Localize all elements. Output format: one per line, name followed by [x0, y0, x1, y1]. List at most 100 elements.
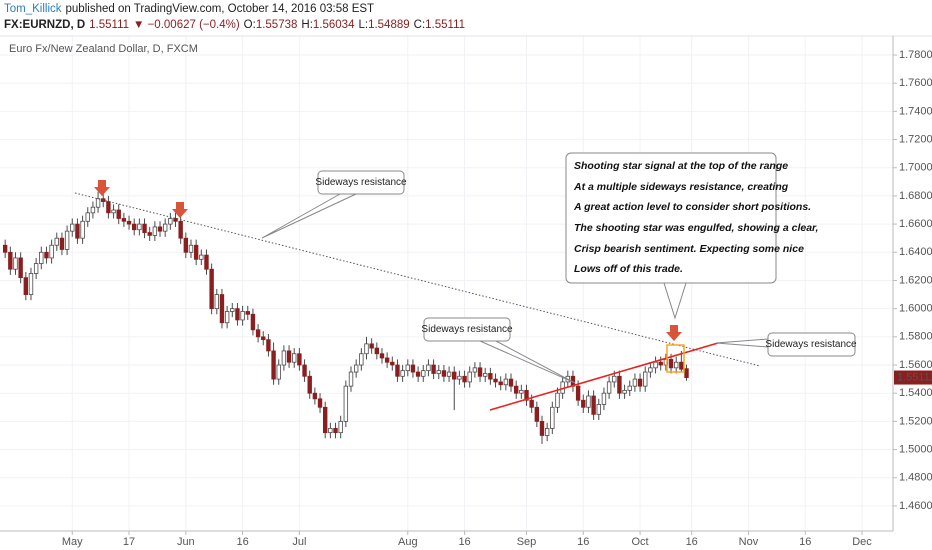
candle-body: [575, 385, 581, 401]
candle-body: [632, 378, 638, 387]
candle-body: [162, 223, 168, 232]
y-tick-label: 1.74000: [899, 105, 932, 117]
candle-body: [400, 370, 405, 377]
candle-body: [519, 389, 524, 394]
candle-body: [250, 313, 256, 331]
candle-body: [596, 404, 601, 415]
arrow: [172, 202, 188, 218]
candle-body: [64, 230, 70, 250]
author: Tom_Killick: [4, 3, 62, 15]
y-tick-label: 1.62000: [899, 274, 932, 286]
callout-pointers: [261, 193, 769, 384]
candle-body: [601, 392, 607, 405]
candle-body: [668, 358, 674, 369]
candle-body: [106, 201, 111, 214]
candle-body: [281, 350, 287, 366]
candle-body: [441, 370, 447, 377]
change: ▼ −0.00627 (−0.4%): [133, 19, 240, 31]
candle-body: [508, 378, 514, 387]
candle-body: [550, 406, 555, 429]
candle-body: [426, 364, 431, 372]
candle-body: [312, 392, 318, 400]
candle-body: [204, 254, 209, 270]
candle-body: [199, 254, 204, 260]
candle-body: [137, 223, 142, 231]
candle-body: [679, 361, 684, 370]
grid: [0, 36, 893, 531]
candle-body: [364, 343, 369, 355]
candle-body: [152, 226, 158, 236]
candle-body: [503, 378, 509, 386]
candle-body: [276, 364, 281, 380]
x-tick-label: Oct: [632, 536, 649, 548]
candle-body: [637, 378, 643, 387]
axes: 1.46000 1.48000 1.50000 1.52000 1.54000 1.560…: [62, 49, 932, 548]
candle-body: [307, 375, 312, 394]
candle-body: [395, 364, 400, 377]
y-tick-label: 1.54000: [899, 387, 932, 399]
y-tick-label: 1.58000: [899, 331, 932, 343]
candle-body: [214, 294, 219, 310]
header-line-1: Tom_Killick published on TradingView.com,…: [4, 3, 374, 15]
candle-body: [436, 370, 441, 374]
arrow-markers: [94, 180, 682, 341]
candle-body: [415, 371, 421, 377]
candle-body: [457, 375, 462, 380]
trend-line: [74, 192, 761, 367]
price-label: 1.55111: [897, 371, 932, 383]
candle-body: [674, 361, 679, 369]
candle-body: [116, 209, 121, 219]
callout-text: Sideways resistance: [315, 177, 407, 188]
x-tick-label: Dec: [852, 536, 872, 548]
candle-body: [18, 257, 23, 279]
y-tick-label: 1.56000: [899, 359, 932, 371]
x-tick-label: 17: [123, 536, 135, 548]
candle-body: [142, 223, 147, 233]
candle-body: [261, 336, 266, 341]
candle-body: [271, 350, 276, 380]
x-tick-label: Nov: [739, 536, 759, 548]
candle-body: [8, 251, 13, 270]
note-line: Crisp bearish sentiment. Expecting some …: [574, 243, 804, 255]
candle-body: [193, 244, 199, 260]
candle-body: [617, 375, 622, 394]
last-price: 1.55111: [89, 19, 129, 31]
chart-subtitle: Euro Fx/New Zealand Dollar, D, FXCM: [9, 43, 198, 55]
pointer: [479, 340, 576, 384]
x-tick-label: 16: [458, 536, 470, 548]
candle-body: [446, 371, 452, 377]
candle-body: [488, 373, 493, 380]
x-tick-label: 16: [686, 536, 698, 548]
candle-body: [410, 364, 416, 373]
ohlc-label: H:: [301, 19, 313, 31]
candles: [2, 191, 689, 444]
y-tick-label: 1.64000: [899, 246, 932, 258]
candle-body: [70, 223, 75, 232]
candle-body: [606, 381, 612, 394]
candle-body: [44, 251, 49, 259]
y-tick-label: 1.76000: [899, 77, 932, 89]
note-line: At a multiple sideways resistance, creat…: [573, 181, 789, 193]
candle-body: [684, 368, 689, 378]
ohlc-value: 1.56034: [313, 19, 355, 31]
candle-body: [477, 367, 483, 377]
candle-body: [529, 399, 534, 408]
candle-body: [555, 392, 560, 408]
ohlc-label: C:: [414, 19, 426, 31]
callout-box: [767, 332, 856, 357]
candle-body: [219, 294, 225, 324]
callout-box: [423, 317, 511, 342]
candle-body: [622, 389, 627, 394]
candle-body: [539, 420, 545, 436]
candle-body: [581, 399, 586, 408]
candle-body: [317, 398, 323, 408]
arrow: [666, 325, 682, 341]
callout-text: Sideways resistance: [421, 324, 513, 335]
resistance-line: [489, 342, 719, 411]
x-tick-label: Sep: [517, 536, 537, 548]
candle-body: [333, 428, 338, 434]
candle-body: [353, 364, 359, 373]
candle-body: [591, 395, 596, 415]
candle-body: [85, 212, 90, 222]
